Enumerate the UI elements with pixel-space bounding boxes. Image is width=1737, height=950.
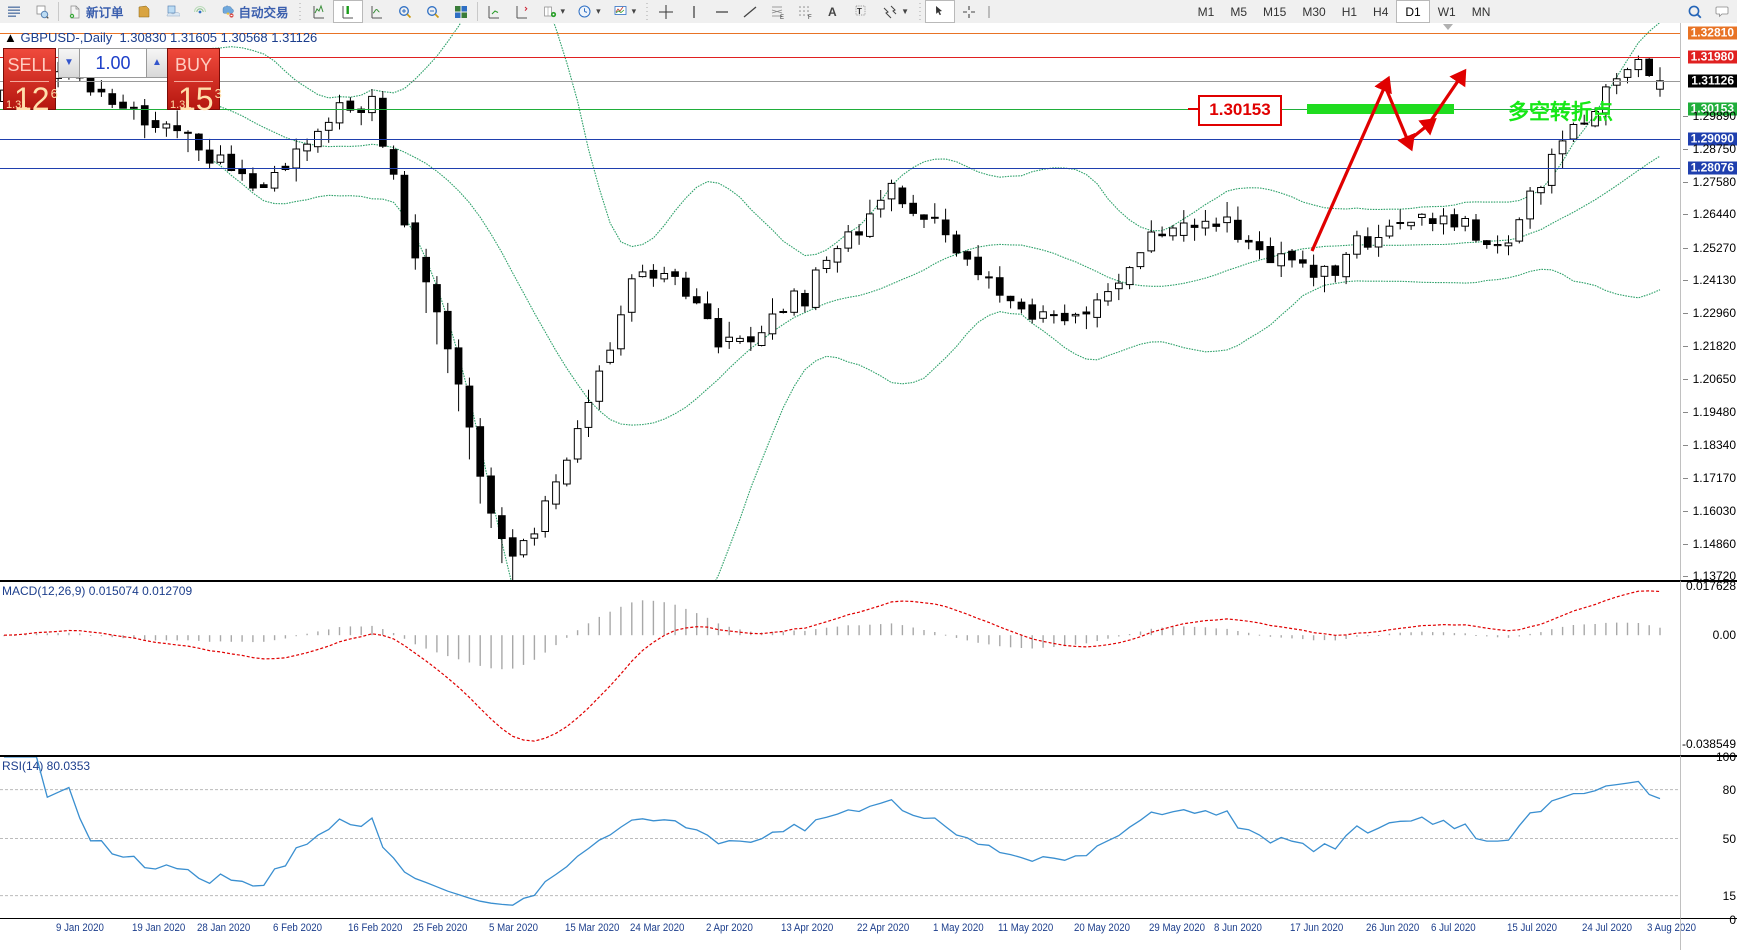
svg-text:E: E xyxy=(780,15,784,20)
svg-text:T: T xyxy=(857,7,862,16)
svg-text:F: F xyxy=(808,15,812,20)
svg-text:A: A xyxy=(828,5,837,19)
